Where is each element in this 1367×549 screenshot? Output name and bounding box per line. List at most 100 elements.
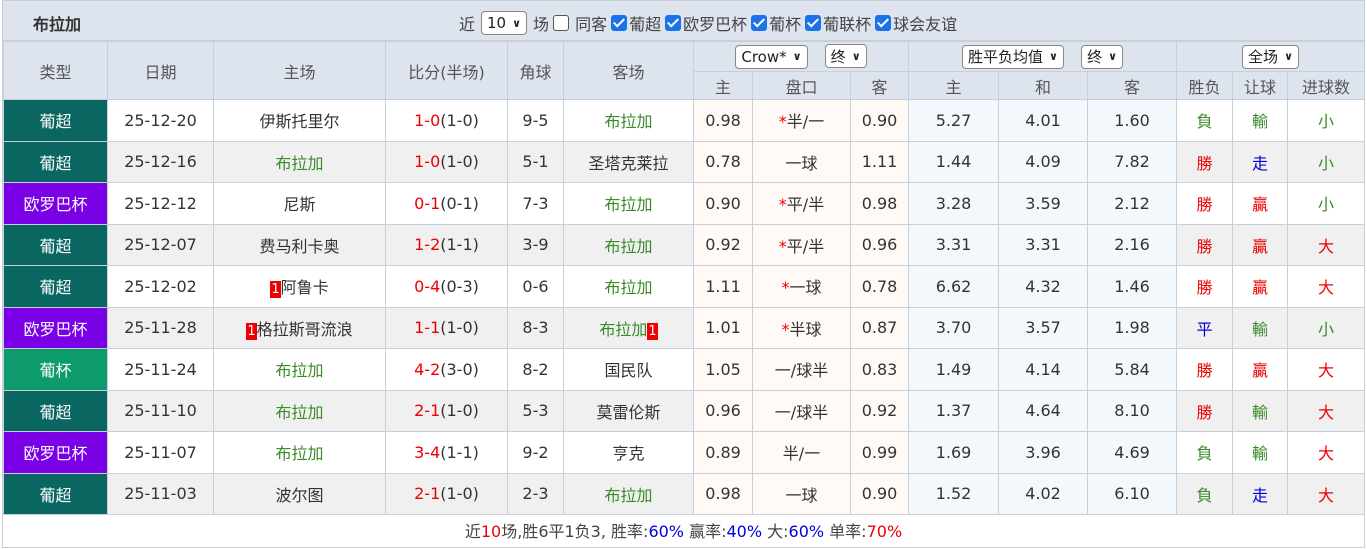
away-team[interactable]: 布拉加 — [563, 223, 694, 266]
score[interactable]: 1-0(1-0) — [385, 140, 508, 183]
away-team[interactable]: 布拉加 — [563, 472, 694, 515]
handicap: 一/球半 — [752, 389, 851, 432]
home-team[interactable]: 尼斯 — [213, 182, 386, 225]
table-row[interactable]: 葡超 25-11-03 波尔图 2-1(1-0) 2-3 布拉加 0.98 一球… — [3, 472, 1366, 515]
table-row[interactable]: 葡超 25-12-20 伊斯托里尔 1-0(1-0) 9-5 布拉加 0.98 … — [3, 99, 1366, 142]
home-team-name[interactable]: 阿鲁卡 — [280, 278, 329, 298]
score[interactable]: 2-1(1-0) — [385, 389, 508, 432]
away-team-name[interactable]: 布拉加 — [604, 485, 653, 505]
score[interactable]: 1-2(1-1) — [385, 223, 508, 266]
match-type[interactable]: 欧罗巴杯 — [3, 182, 108, 225]
home-team-name[interactable]: 费马利卡奥 — [259, 236, 340, 256]
match-type[interactable]: 葡超 — [3, 389, 108, 432]
match-type[interactable]: 葡超 — [3, 99, 108, 142]
table-row[interactable]: 葡杯 25-11-24 布拉加 4-2(3-0) 8-2 国民队 1.05 一/… — [3, 348, 1366, 391]
score[interactable]: 3-4(1-1) — [385, 431, 508, 474]
handicap-result: 贏 — [1232, 182, 1289, 225]
same-away-checkbox[interactable] — [553, 15, 570, 31]
score[interactable]: 0-1(0-1) — [385, 182, 508, 225]
away-team-name[interactable]: 莫雷伦斯 — [596, 402, 661, 422]
away-team[interactable]: 亨克 — [563, 431, 694, 474]
col-date: 日期 — [107, 41, 214, 100]
home-team-name[interactable]: 布拉加 — [275, 444, 324, 464]
match-type[interactable]: 葡杯 — [3, 348, 108, 391]
home-team-name[interactable]: 波尔图 — [275, 485, 324, 505]
home-team[interactable]: 布拉加 — [213, 140, 386, 183]
home-team[interactable]: 1格拉斯哥流浪 — [213, 306, 386, 349]
league-checkbox[interactable] — [665, 15, 682, 31]
home-team[interactable]: 费马利卡奥 — [213, 223, 386, 266]
table-row[interactable]: 葡超 25-12-07 费马利卡奥 1-2(1-1) 3-9 布拉加 0.92 … — [3, 223, 1366, 266]
match-type[interactable]: 葡超 — [3, 140, 108, 183]
away-team-name[interactable]: 布拉加 — [604, 195, 653, 215]
home-team[interactable]: 1阿鲁卡 — [213, 265, 386, 308]
over-rate: 60% — [788, 522, 825, 541]
score[interactable]: 2-1(1-0) — [385, 472, 508, 515]
handicap-value: 一球 — [785, 153, 818, 173]
away-team-name[interactable]: 国民队 — [604, 361, 653, 381]
home-team[interactable]: 布拉加 — [213, 348, 386, 391]
away-team-name[interactable]: 布拉加 — [604, 112, 653, 132]
count-select[interactable]: 10 ∨ — [481, 11, 528, 35]
star-icon: * — [778, 236, 787, 256]
match-type[interactable]: 葡超 — [3, 223, 108, 266]
home-team-name[interactable]: 布拉加 — [275, 361, 324, 381]
eu-draw-odds: 3.57 — [998, 306, 1089, 349]
star-icon: * — [778, 112, 787, 132]
games-label: 场 — [533, 15, 550, 34]
away-team-name[interactable]: 布拉加 — [599, 319, 648, 339]
match-type[interactable]: 葡超 — [3, 472, 108, 515]
away-team[interactable]: 莫雷伦斯 — [563, 389, 694, 432]
home-team-name[interactable]: 伊斯托里尔 — [259, 112, 340, 132]
score[interactable]: 0-4(0-3) — [385, 265, 508, 308]
euro-odds-header: 胜平负均值 ∨ 终 ∨ — [908, 41, 1178, 72]
league-checkbox[interactable] — [805, 15, 822, 31]
match-type[interactable]: 葡超 — [3, 265, 108, 308]
eu-stage-select[interactable]: 终 ∨ — [1081, 44, 1124, 69]
home-team-name[interactable]: 格拉斯哥流浪 — [256, 319, 353, 339]
score[interactable]: 1-0(1-0) — [385, 99, 508, 142]
ah-stage-select[interactable]: 终 ∨ — [824, 44, 867, 69]
score[interactable]: 1-1(1-0) — [385, 306, 508, 349]
home-team[interactable]: 布拉加 — [213, 431, 386, 474]
table-row[interactable]: 葡超 25-11-10 布拉加 2-1(1-0) 5-3 莫雷伦斯 0.96 一… — [3, 389, 1366, 432]
away-team[interactable]: 布拉加 — [563, 182, 694, 225]
home-team[interactable]: 波尔图 — [213, 472, 386, 515]
away-team-name[interactable]: 圣塔克莱拉 — [588, 153, 669, 173]
league-checkbox[interactable] — [751, 15, 768, 31]
league-checkbox[interactable] — [611, 15, 628, 31]
table-row[interactable]: 葡超 25-12-02 1阿鲁卡 0-4(0-3) 0-6 布拉加 1.11 *… — [3, 265, 1366, 308]
subcol-header: 主 — [693, 71, 753, 100]
home-team-name[interactable]: 尼斯 — [283, 195, 316, 215]
home-team[interactable]: 伊斯托里尔 — [213, 99, 386, 142]
away-team[interactable]: 布拉加1 — [563, 306, 694, 349]
away-team-name[interactable]: 亨克 — [612, 444, 645, 464]
subcol-header: 主 — [908, 71, 1000, 100]
over-under-result: 小 — [1287, 99, 1366, 142]
scope-select[interactable]: 全场 ∨ — [1242, 44, 1299, 69]
half-time-score: (1-1) — [440, 235, 479, 255]
home-team-name[interactable]: 布拉加 — [275, 402, 324, 422]
company-select[interactable]: Crow* ∨ — [735, 44, 808, 69]
away-team[interactable]: 圣塔克莱拉 — [563, 140, 694, 183]
away-team[interactable]: 布拉加 — [563, 99, 694, 142]
table-row[interactable]: 欧罗巴杯 25-11-07 布拉加 3-4(1-1) 9-2 亨克 0.89 半… — [3, 431, 1366, 474]
eu-draw-odds: 3.96 — [998, 431, 1089, 474]
home-team-name[interactable]: 布拉加 — [275, 153, 324, 173]
table-row[interactable]: 欧罗巴杯 25-12-12 尼斯 0-1(0-1) 7-3 布拉加 0.90 *… — [3, 182, 1366, 225]
match-type[interactable]: 欧罗巴杯 — [3, 431, 108, 474]
eu-company-select[interactable]: 胜平负均值 ∨ — [962, 44, 1064, 69]
table-row[interactable]: 葡超 25-12-16 布拉加 1-0(1-0) 5-1 圣塔克莱拉 0.78 … — [3, 140, 1366, 183]
away-team[interactable]: 国民队 — [563, 348, 694, 391]
match-type[interactable]: 欧罗巴杯 — [3, 306, 108, 349]
score[interactable]: 4-2(3-0) — [385, 348, 508, 391]
away-team[interactable]: 布拉加 — [563, 265, 694, 308]
table-row[interactable]: 欧罗巴杯 25-11-28 1格拉斯哥流浪 1-1(1-0) 8-3 布拉加1 … — [3, 306, 1366, 349]
corners: 5-3 — [507, 389, 564, 432]
away-team-name[interactable]: 布拉加 — [604, 236, 653, 256]
away-team-name[interactable]: 布拉加 — [604, 278, 653, 298]
eu-home-odds: 1.69 — [908, 431, 1000, 474]
home-team[interactable]: 布拉加 — [213, 389, 386, 432]
league-checkbox[interactable] — [875, 15, 892, 31]
star-icon: * — [778, 195, 787, 215]
